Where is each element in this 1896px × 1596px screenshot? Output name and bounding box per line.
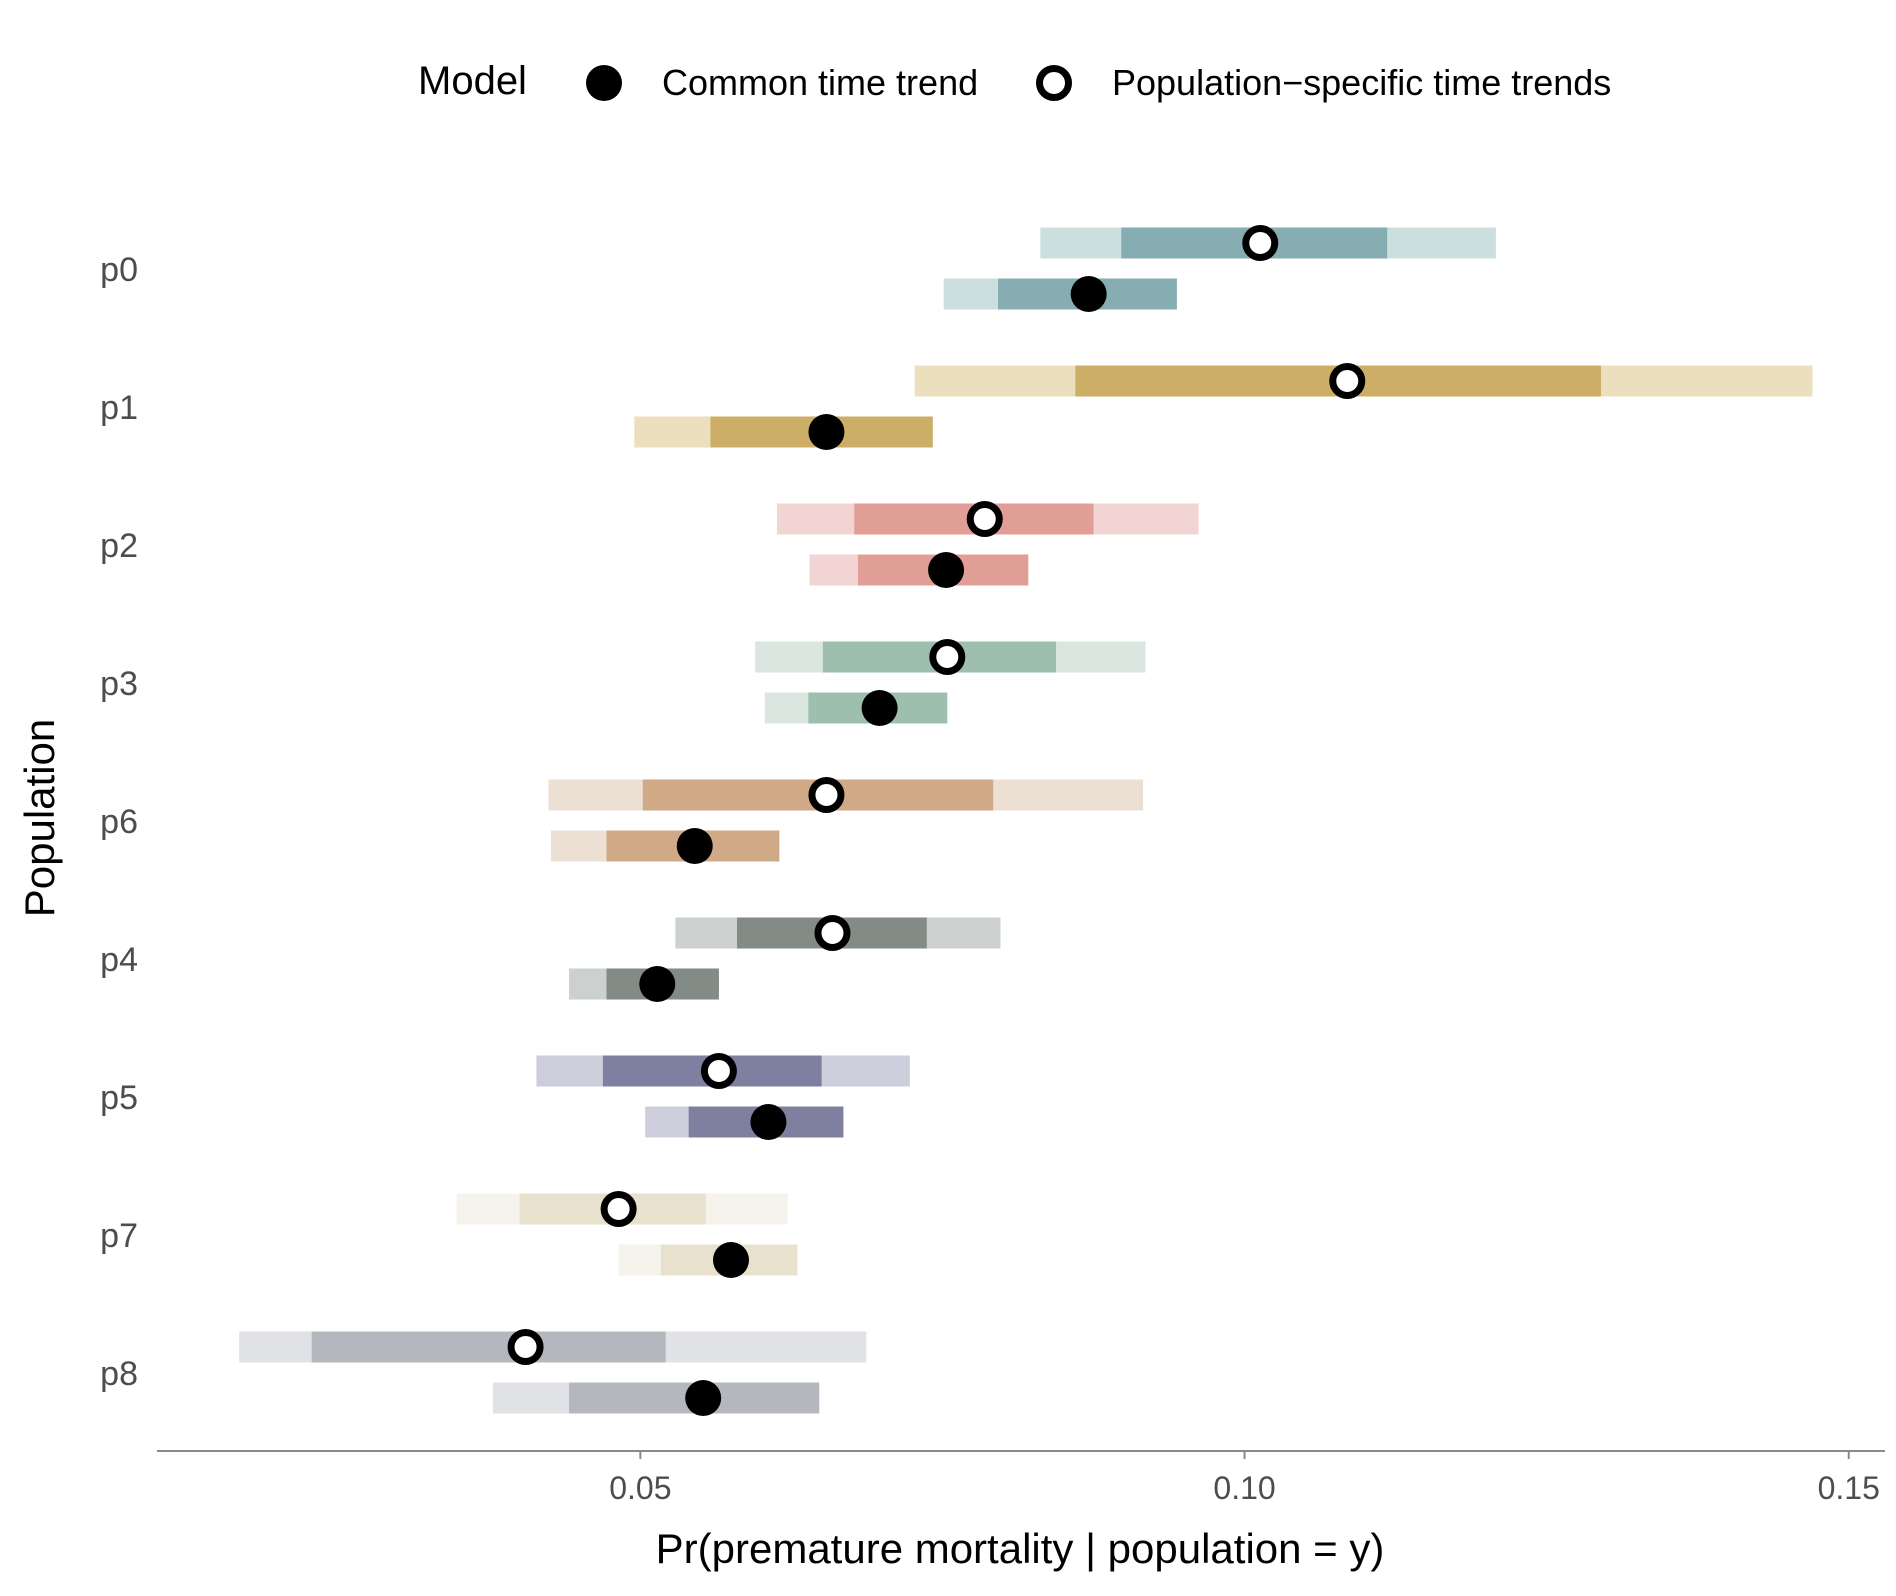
point-open-p4	[814, 915, 851, 951]
point-filled-p5	[750, 1104, 787, 1140]
point-filled-p7	[712, 1242, 749, 1278]
y-tick-label: p7	[100, 1217, 138, 1255]
y-tick-label: p3	[100, 665, 138, 703]
point-filled-p3	[861, 690, 898, 726]
y-tick-label: p4	[100, 941, 138, 979]
y-tick-label: p2	[100, 527, 138, 565]
point-open-p8	[507, 1329, 544, 1365]
legend-title: Model	[418, 59, 527, 103]
x-axis-title: Pr(premature mortality | population = y)	[655, 1525, 1385, 1572]
point-open-p3	[929, 639, 966, 675]
point-filled-p0	[1070, 276, 1107, 312]
y-tick-label: p1	[100, 389, 138, 427]
point-open-p1	[1329, 363, 1366, 399]
point-open-p2	[966, 501, 1003, 537]
legend-open-marker-icon	[1036, 65, 1072, 101]
y-tick-label: p6	[100, 803, 138, 841]
point-filled-p4	[639, 966, 676, 1002]
legend-label-population-specific: Population−specific time trends	[1112, 62, 1612, 103]
y-tick-label: p5	[100, 1079, 138, 1117]
point-filled-p6	[676, 828, 713, 864]
point-filled-p8	[685, 1380, 722, 1416]
x-tick-label: 0.10	[1213, 1470, 1275, 1506]
legend: Model Common time trend Population−speci…	[0, 55, 1896, 105]
y-axis-title: Population	[16, 718, 63, 918]
point-open-p7	[600, 1191, 637, 1227]
x-tick-label: 0.15	[1818, 1470, 1880, 1506]
legend-filled-marker-icon	[586, 65, 622, 101]
point-filled-p1	[808, 414, 845, 450]
y-tick-label: p8	[100, 1355, 138, 1393]
x-tick-label: 0.05	[609, 1470, 671, 1506]
point-open-p0	[1242, 225, 1279, 261]
interval-inner-p8-population_specific	[311, 1331, 666, 1363]
point-open-p5	[700, 1053, 737, 1089]
point-filled-p2	[928, 552, 965, 588]
legend-label-common: Common time trend	[662, 62, 979, 103]
y-tick-label: p0	[100, 251, 138, 289]
point-open-p6	[808, 777, 845, 813]
